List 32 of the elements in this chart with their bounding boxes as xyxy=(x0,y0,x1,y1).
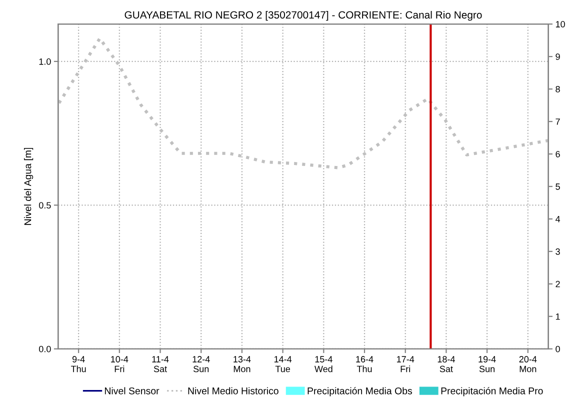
y-axis-title: Nivel del Agua [m] xyxy=(24,148,34,225)
y-tick-label: 0.0 xyxy=(39,346,51,352)
x-tick-label: 19-4 Sun xyxy=(478,356,496,372)
x-tick-label: 20-4 Mon xyxy=(519,356,537,372)
chart-title: GUAYABETAL RIO NEGRO 2 [3502700147] - CORRIENTE: Canal Rio Negro xyxy=(124,10,482,21)
legend-label: Nivel Sensor xyxy=(104,387,160,394)
y2-tick-label: 2 xyxy=(556,280,560,288)
x-tick-label: 17-4 Fri xyxy=(397,356,414,372)
x-tick-label: 13-4 Mon xyxy=(234,356,251,372)
x-tick-label: 11-4 Sat xyxy=(152,356,169,372)
y2-tick-label: 7 xyxy=(556,118,560,125)
y-tick-label: 0.5 xyxy=(39,202,51,209)
x-tick-label: 14-4 Tue xyxy=(274,356,292,372)
y2-tick-label: 9 xyxy=(556,54,560,60)
x-tick-label: 16-4 Thu xyxy=(356,356,374,372)
y-tick-label: 1.0 xyxy=(39,58,51,65)
y2-tick-label: 0 xyxy=(556,346,560,352)
y2-tick-label: 5 xyxy=(556,184,560,190)
y2-tick-label: 1 xyxy=(556,313,560,320)
x-tick-label: 18-4 Sat xyxy=(438,356,455,372)
legend-label: Precipitación Media Obs xyxy=(308,387,412,396)
y2-tick-label: 3 xyxy=(556,248,560,255)
legend-label: Precipitación Media Pro xyxy=(441,387,543,396)
legend-label: Nivel Medio Historico xyxy=(188,387,278,394)
y2-tick-label: 6 xyxy=(556,150,560,158)
y2-tick-label: 4 xyxy=(555,216,560,222)
y2-tick-label: 10 xyxy=(556,21,565,28)
x-tick-label: 15-4 Wed xyxy=(314,356,332,372)
y2-tick-label: 8 xyxy=(556,86,560,92)
x-tick-label: 10-4 Fri xyxy=(111,356,128,372)
x-tick-label: 9-4 Thu xyxy=(70,356,86,372)
x-tick-label: 12-4 Sun xyxy=(192,356,210,372)
